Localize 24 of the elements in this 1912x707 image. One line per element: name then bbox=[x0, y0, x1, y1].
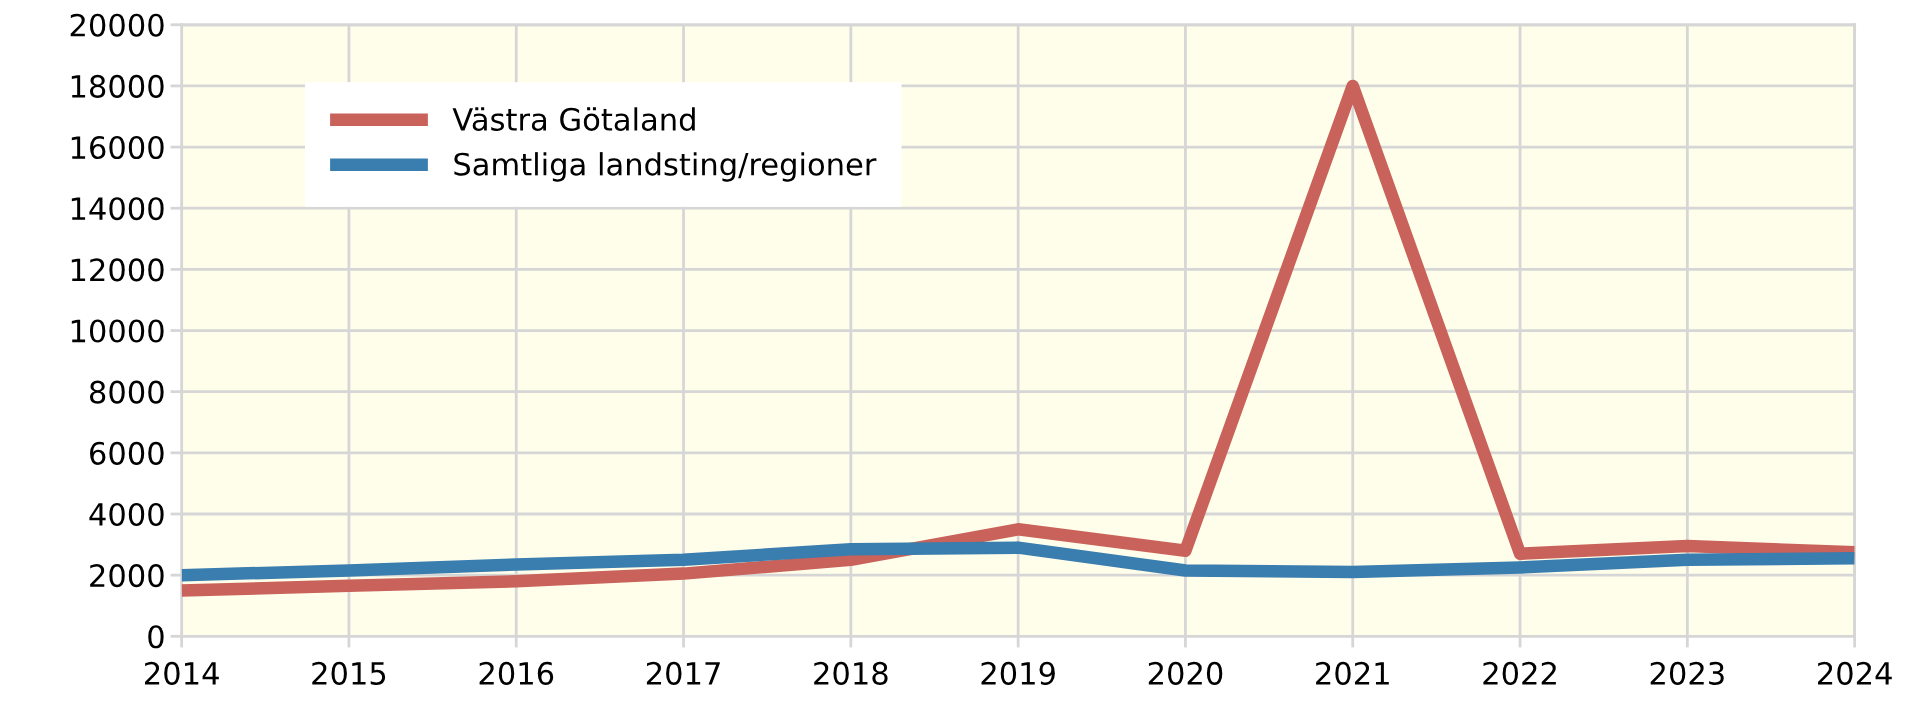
x-tick-label: 2015 bbox=[312, 661, 386, 685]
x-tick-label: 2019 bbox=[981, 661, 1055, 685]
y-tick-label: 6000 bbox=[90, 441, 164, 465]
y-tick-label: 0 bbox=[148, 625, 164, 649]
x-tick-label: 2017 bbox=[646, 661, 720, 685]
y-tick-label: 10000 bbox=[71, 319, 164, 343]
x-tick-label: 2016 bbox=[479, 661, 554, 685]
y-tick-label: 12000 bbox=[71, 258, 164, 282]
y-tick-label: 2000 bbox=[90, 564, 164, 588]
y-tick-label: 14000 bbox=[71, 197, 164, 221]
y-tick-label: 4000 bbox=[89, 502, 164, 527]
y-tick-label: 8000 bbox=[89, 380, 164, 404]
legend-label: Västra Götaland bbox=[452, 107, 695, 131]
x-tick-label: 2014 bbox=[145, 661, 219, 685]
x-tick-label: 2021 bbox=[1316, 661, 1389, 685]
x-tick-label: 2022 bbox=[1483, 661, 1556, 685]
x-tick-label: 2020 bbox=[1148, 661, 1223, 685]
legend-label: Samtliga landsting/regioner bbox=[454, 152, 877, 182]
x-tick-label: 2024 bbox=[1818, 661, 1892, 685]
y-tick-label: 16000 bbox=[71, 135, 164, 160]
y-tick-label: 20000 bbox=[70, 13, 164, 37]
x-tick-label: 2018 bbox=[814, 661, 888, 685]
x-tick-label: 2023 bbox=[1650, 661, 1724, 685]
y-tick-label: 18000 bbox=[71, 74, 164, 98]
